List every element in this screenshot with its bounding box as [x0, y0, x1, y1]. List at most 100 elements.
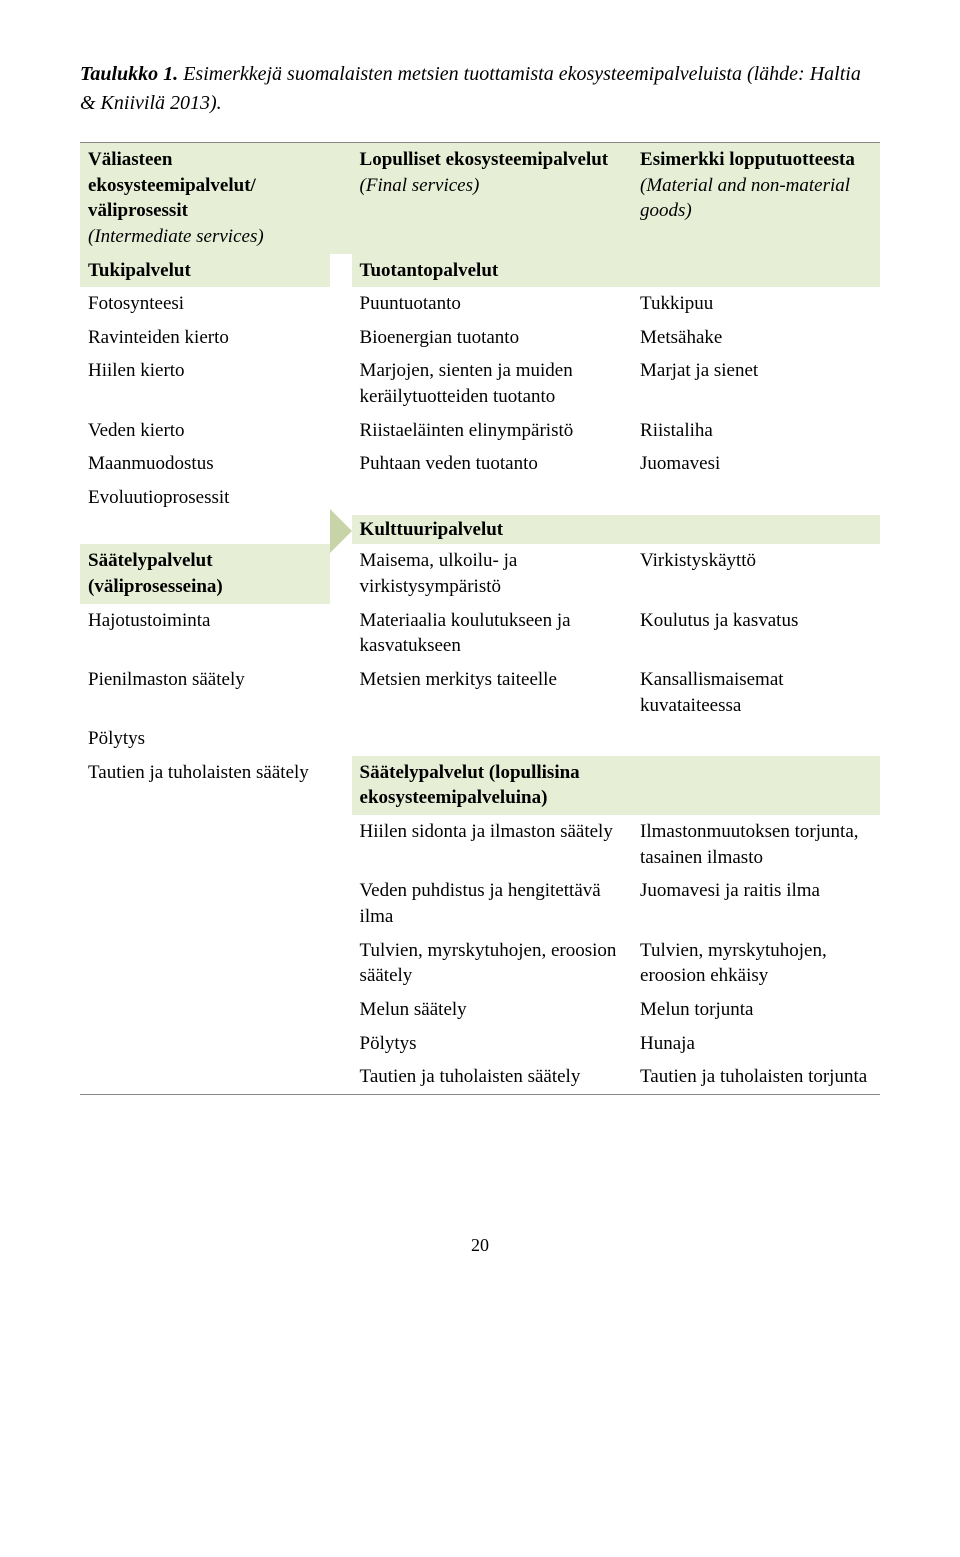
cell-mid: Tautien ja tuholaisten säätely: [352, 1060, 632, 1094]
cell-right: Juomavesi ja raitis ilma: [632, 874, 880, 933]
cell-left: Veden kierto: [80, 414, 330, 448]
cell-left: [80, 1060, 330, 1094]
header-left-sub: (Intermediate services): [88, 226, 264, 247]
cell-left: [80, 934, 330, 993]
section3-header: Tautien ja tuholaisten säätely Säätelypa…: [80, 756, 880, 815]
arrow-spacer: [330, 993, 352, 1027]
cell-mid: Marjojen, sienten ja muiden keräilytuott…: [352, 354, 632, 413]
cell-mid: Pölytys: [352, 1027, 632, 1061]
cell-left: Hiilen kierto: [80, 354, 330, 413]
arrow-spacer: [330, 934, 352, 993]
cell-mid: Melun säätely: [352, 993, 632, 1027]
cell-mid: Materiaalia koulutukseen ja kasvatukseen: [352, 604, 632, 663]
section1-header: Tukipalvelut Tuotantopalvelut: [80, 254, 880, 288]
cell-mid: Veden puhdistus ja hengitettävä ilma: [352, 874, 632, 933]
table-row: Melun säätely Melun torjunta: [80, 993, 880, 1027]
table-row: Maanmuodostus Puhtaan veden tuotanto Juo…: [80, 447, 880, 481]
cell-right: Tulvien, myrskytuhojen, eroosion ehkäisy: [632, 934, 880, 993]
header-right-title: Esimerkki lopputuotteesta: [640, 149, 855, 170]
section2-header: Kulttuuripalvelut: [80, 515, 880, 545]
cell-right: Virkistyskäyttö: [632, 544, 880, 603]
page-number: 20: [80, 1235, 880, 1256]
section3-right-empty: [632, 756, 880, 815]
arrow-spacer: [330, 874, 352, 933]
cell-left: Ravinteiden kierto: [80, 321, 330, 355]
section1-mid: Tuotantopalvelut: [352, 254, 632, 288]
caption-text: Esimerkkejä suomalaisten metsien tuottam…: [80, 63, 861, 114]
cell-mid: Puuntuotanto: [352, 287, 632, 321]
cell-mid: [352, 481, 632, 515]
table-row: Ravinteiden kierto Bioenergian tuotanto …: [80, 321, 880, 355]
cell-left: [80, 815, 330, 874]
cell-mid: Tulvien, myrskytuhojen, eroosion säätely: [352, 934, 632, 993]
header-right: Esimerkki lopputuotteesta (Material and …: [632, 143, 880, 254]
table-row: Hajotustoiminta Materiaalia koulutukseen…: [80, 604, 880, 663]
header-left-title: Väliasteen ekosysteemipalvelut/ välipros…: [88, 149, 256, 221]
table-row: Hiilen sidonta ja ilmaston säätely Ilmas…: [80, 815, 880, 874]
cell-left: Hajotustoiminta: [80, 604, 330, 663]
caption-label: Taulukko 1.: [80, 63, 178, 85]
cell-right: Riistaliha: [632, 414, 880, 448]
header-mid-title: Lopulliset ekosysteemipalvelut: [360, 149, 609, 170]
arrow-spacer: [330, 1027, 352, 1061]
cell-mid: Hiilen sidonta ja ilmaston säätely: [352, 815, 632, 874]
table-row: Tulvien, myrskytuhojen, eroosion säätely…: [80, 934, 880, 993]
cell-right: Ilmastonmuutoksen torjunta, tasainen ilm…: [632, 815, 880, 874]
table-row: Fotosynteesi Puuntuotanto Tukkipuu: [80, 287, 880, 321]
table-row: Pölytys: [80, 722, 880, 756]
section2-mid: Kulttuuripalvelut: [352, 515, 632, 545]
cell-right: Koulutus ja kasvatus: [632, 604, 880, 663]
cell-right: Tautien ja tuholaisten torjunta: [632, 1060, 880, 1094]
cell-right: [632, 481, 880, 515]
cell-left: Pölytys: [80, 722, 330, 756]
table-header-row: Väliasteen ekosysteemipalvelut/ välipros…: [80, 143, 880, 254]
table-row: Pienilmaston säätely Metsien merkitys ta…: [80, 663, 880, 722]
cell-mid: Bioenergian tuotanto: [352, 321, 632, 355]
cell-mid: [352, 722, 632, 756]
cell-right: [632, 722, 880, 756]
section1-left: Tukipalvelut: [80, 254, 330, 288]
header-mid: Lopulliset ekosysteemipalvelut (Final se…: [352, 143, 632, 254]
cell-right: Tukkipuu: [632, 287, 880, 321]
arrow-spacer: [330, 815, 352, 874]
section1-right-empty: [632, 254, 880, 288]
cell-left: [80, 874, 330, 933]
cell-mid: Puhtaan veden tuotanto: [352, 447, 632, 481]
section2-right-empty: [632, 515, 880, 545]
header-mid-sub: (Final services): [360, 175, 480, 196]
cell-mid: Maisema, ulkoilu- ja virkistysympäristö: [352, 544, 632, 603]
cell-right: Marjat ja sienet: [632, 354, 880, 413]
cell-left: Evoluutioprosessit: [80, 481, 330, 515]
cell-right: Juomavesi: [632, 447, 880, 481]
cell-left: Säätelypalvelut (väliprosesseina): [80, 544, 330, 603]
table-row: Veden puhdistus ja hengitettävä ilma Juo…: [80, 874, 880, 933]
cell-mid: Metsien merkitys taiteelle: [352, 663, 632, 722]
header-right-sub: (Material and non-material goods): [640, 175, 850, 222]
section3-mid: Säätelypalvelut (lopullisina ekosysteemi…: [352, 756, 632, 815]
table-row: Hiilen kierto Marjojen, sienten ja muide…: [80, 354, 880, 413]
arrow-spacer: [330, 1060, 352, 1094]
section3-left: Tautien ja tuholaisten säätely: [80, 756, 330, 815]
section2-left-empty: [80, 515, 330, 545]
cell-left: [80, 993, 330, 1027]
table-row: Veden kierto Riistaeläinten elinympärist…: [80, 414, 880, 448]
table-row: Säätelypalvelut (väliprosesseina) Maisem…: [80, 544, 880, 603]
table-row: Tautien ja tuholaisten säätely Tautien j…: [80, 1060, 880, 1094]
arrow-header-spacer: [330, 143, 352, 254]
arrow-icon: [330, 509, 352, 553]
header-left: Väliasteen ekosysteemipalvelut/ välipros…: [80, 143, 330, 254]
arrow-cell: [330, 254, 352, 816]
cell-mid: Riistaeläinten elinympäristö: [352, 414, 632, 448]
cell-left: Fotosynteesi: [80, 287, 330, 321]
cell-right: Metsähake: [632, 321, 880, 355]
page: Taulukko 1. Esimerkkejä suomalaisten met…: [0, 0, 960, 1286]
table-row: Pölytys Hunaja: [80, 1027, 880, 1061]
cell-left: Pienilmaston säätely: [80, 663, 330, 722]
cell-right: Kansallismaisemat kuvataiteessa: [632, 663, 880, 722]
ecosystem-table: Väliasteen ekosysteemipalvelut/ välipros…: [80, 142, 880, 1095]
cell-right: Hunaja: [632, 1027, 880, 1061]
cell-right: Melun torjunta: [632, 993, 880, 1027]
cell-left: Maanmuodostus: [80, 447, 330, 481]
table-caption: Taulukko 1. Esimerkkejä suomalaisten met…: [80, 60, 880, 118]
cell-left: [80, 1027, 330, 1061]
